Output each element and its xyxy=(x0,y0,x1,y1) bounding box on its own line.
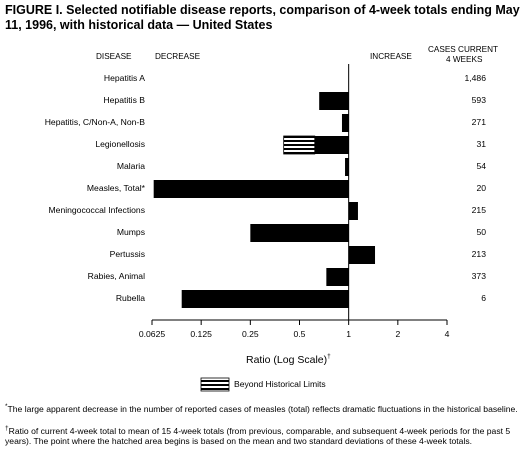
footnote-2: †Ratio of current 4-week total to mean o… xyxy=(5,425,520,446)
category-label: Meningococcal Infections xyxy=(48,205,146,215)
header-decrease: DECREASE xyxy=(155,52,201,61)
footnote-1-text: The large apparent decrease in the numbe… xyxy=(7,404,518,414)
case-count: 20 xyxy=(476,183,486,193)
case-count: 31 xyxy=(476,139,486,149)
case-count: 50 xyxy=(476,227,486,237)
category-label: Hepatitis, C/Non-A, Non-B xyxy=(44,117,145,127)
category-label: Malaria xyxy=(116,161,145,171)
bar-hatched-segment xyxy=(283,135,316,155)
category-label: Mumps xyxy=(116,227,145,237)
case-count: 1,486 xyxy=(464,73,486,83)
x-axis-label-text: Ratio (Log Scale) xyxy=(246,354,328,366)
footnote-2-text: Ratio of current 4-week total to mean of… xyxy=(5,426,511,446)
category-label: Measles, Total* xyxy=(86,183,145,193)
case-count: 593 xyxy=(471,95,486,105)
x-axis-label-mark: † xyxy=(327,353,331,360)
bar xyxy=(348,202,358,220)
bar xyxy=(341,114,349,132)
x-tick-label: 4 xyxy=(444,329,450,339)
bar xyxy=(250,224,349,242)
chart-bars xyxy=(153,92,376,308)
case-count: 54 xyxy=(476,161,486,171)
x-tick-label: 0.25 xyxy=(241,329,259,339)
figure-title: FIGURE I. Selected notifiable disease re… xyxy=(5,3,520,32)
x-tick-label: 0.5 xyxy=(293,329,306,339)
header-disease: DISEASE xyxy=(96,52,132,61)
case-count: 213 xyxy=(471,249,486,259)
footnote-1-mark: * xyxy=(5,403,8,410)
bar xyxy=(345,158,349,176)
category-label: Pertussis xyxy=(109,249,145,259)
category-label: Hepatitis B xyxy=(103,95,145,105)
x-tick-label: 0.125 xyxy=(190,329,212,339)
x-axis-label: Ratio (Log Scale)† xyxy=(246,353,331,366)
category-label: Rubella xyxy=(115,293,145,303)
bar xyxy=(181,290,349,308)
footnote-2-mark: † xyxy=(5,425,9,432)
case-count: 6 xyxy=(481,293,486,303)
case-count: 215 xyxy=(471,205,486,215)
case-count: 271 xyxy=(471,117,486,127)
legend-label: Beyond Historical Limits xyxy=(234,379,326,389)
x-tick-label: 0.0625 xyxy=(138,329,166,339)
header-cases-line1: CASES CURRENT xyxy=(428,45,499,54)
bar xyxy=(153,180,349,198)
header-increase: INCREASE xyxy=(370,52,412,61)
header-cases-line2: 4 WEEKS xyxy=(446,55,483,64)
legend-hatch-swatch xyxy=(200,377,230,392)
bar xyxy=(348,246,376,264)
bar xyxy=(326,268,349,286)
x-tick-label: 2 xyxy=(395,329,401,339)
category-label: Legionellosis xyxy=(95,139,145,149)
category-label: Hepatitis A xyxy=(103,73,145,83)
case-count: 373 xyxy=(471,271,486,281)
bar xyxy=(319,92,349,110)
x-tick-label: 1 xyxy=(346,329,352,339)
legend-swatch xyxy=(200,377,230,392)
footnote-1: *The large apparent decrease in the numb… xyxy=(5,403,520,414)
category-label: Rabies, Animal xyxy=(87,271,145,281)
bar xyxy=(314,136,349,154)
